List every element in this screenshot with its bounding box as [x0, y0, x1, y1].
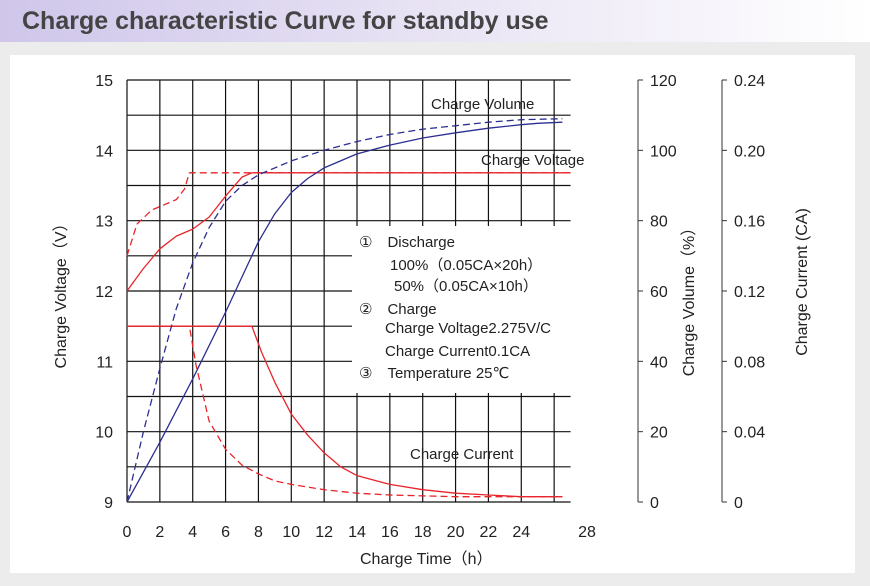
y-tick-label-current: 0.12: [734, 284, 765, 301]
x-tick-label: 8: [254, 524, 263, 541]
x-axis-label: Charge Time（h）: [360, 550, 493, 568]
x-tick-label: 6: [221, 524, 230, 541]
legend-line: Charge Current0.1CA: [385, 343, 530, 360]
y-tick-label-volume: 80: [650, 214, 668, 231]
series-line-charge_volume-50pct: [126, 118, 563, 503]
x-tick-label: 12: [315, 524, 333, 541]
y-axis-label-current: Charge Current (CA): [794, 208, 811, 356]
x-tick-label: 24: [512, 524, 530, 541]
y-tick-label-voltage: 14: [95, 143, 113, 160]
series-line-charge_current-100pct: [127, 325, 563, 498]
x-tick-label: 0: [123, 524, 132, 541]
y-tick-label-volume: 120: [650, 73, 677, 90]
x-tick-label: 14: [348, 524, 366, 541]
y-tick-label-current: 0: [734, 495, 743, 512]
y-tick-label-current: 0.16: [734, 214, 765, 231]
y-tick-label-voltage: 13: [95, 214, 113, 231]
legend-line: ① Discharge: [359, 234, 455, 251]
y-tick-label-volume: 40: [650, 354, 668, 371]
y-tick-label-voltage: 11: [96, 354, 113, 371]
y-axis-label-volume: Charge Volume（%）: [680, 220, 698, 377]
x-tick-label: 18: [414, 524, 432, 541]
legend-line: 100%（0.05CA×20h）: [390, 257, 542, 274]
legend-line: Charge Voltage2.275V/C: [385, 320, 551, 337]
legend-line: ③ Temperature 25℃: [359, 365, 509, 382]
y-tick-label-voltage: 10: [95, 425, 113, 442]
y-tick-label-current: 0.24: [734, 73, 765, 90]
x-tick-label: 16: [381, 524, 399, 541]
annotation-charge-voltage: Charge Voltage: [481, 152, 584, 169]
title-bar: Charge characteristic Curve for standby …: [0, 0, 870, 42]
y-tick-label-volume: 20: [650, 425, 668, 442]
x-tick-label: 10: [282, 524, 300, 541]
x-tick-label: 28: [578, 524, 596, 541]
condition-legend-box: ① Discharge 100%（0.05CA×20h） 50%（0.05CA×…: [352, 226, 585, 393]
axes: 0 2 4 6 8 10 12 14 16 18 20 22 24 2815141312111091201…: [95, 73, 765, 541]
annotation-charge-volume: Charge Volume: [431, 96, 534, 113]
page-title: Charge characteristic Curve for standby …: [22, 7, 549, 35]
annotation-charge-current: Charge Current: [410, 446, 514, 463]
x-tick-label: 4: [188, 524, 197, 541]
y-tick-label-voltage: 15: [95, 73, 113, 90]
x-tick-label: 2: [155, 524, 164, 541]
y-tick-label-volume: 100: [650, 143, 677, 160]
y-tick-label-current: 0.08: [734, 354, 765, 371]
y-tick-label-volume: 0: [650, 495, 659, 512]
x-tick-label: 22: [480, 524, 498, 541]
series-line-charge_voltage-100pct: [126, 172, 571, 292]
y-tick-label-current: 0.04: [734, 425, 765, 442]
legend-box-background: [352, 226, 585, 393]
legend-line: 50%（0.05CA×10h）: [394, 278, 538, 295]
series-line-charge_current-50pct: [127, 325, 563, 498]
y-tick-label-current: 0.20: [734, 143, 765, 160]
curve-annotations: Charge Volume Charge Voltage Charge Curr…: [410, 96, 584, 463]
y-tick-label-voltage: 12: [95, 284, 113, 301]
series-line-charge_voltage-50pct: [126, 172, 571, 256]
series-lines: [126, 118, 571, 503]
legend-line: ② Charge: [359, 301, 437, 318]
y-axis-label-voltage: Charge Voltage（V）: [52, 216, 70, 369]
y-tick-label-volume: 60: [650, 284, 668, 301]
series-line-charge_volume-100pct: [126, 121, 563, 503]
y-tick-label-voltage: 9: [104, 495, 113, 512]
x-tick-label: 20: [447, 524, 465, 541]
